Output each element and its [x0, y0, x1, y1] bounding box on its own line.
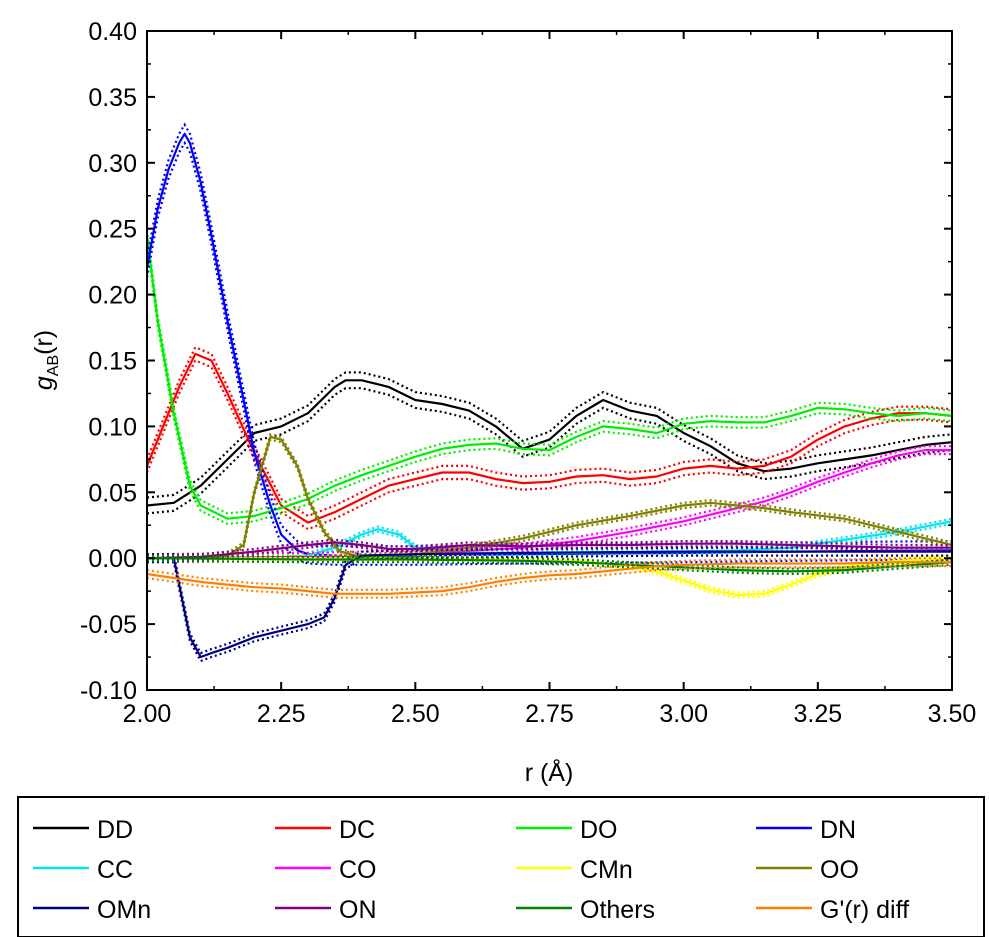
y-tick-label: 0.20 — [88, 282, 137, 310]
legend-label: OMn — [97, 896, 151, 924]
series-dn-lower-bound — [147, 140, 952, 566]
y-axis-title: gAB(r) — [30, 330, 62, 390]
series-dd — [147, 371, 952, 515]
series-dc-upper-bound — [147, 345, 952, 518]
series-dd-line — [147, 379, 952, 507]
series-layer — [147, 122, 952, 663]
y-tick-label: 0.05 — [88, 479, 137, 507]
series-dn — [147, 122, 952, 566]
legend-label: CC — [97, 856, 133, 884]
series-on — [147, 538, 952, 562]
series-dd-lower-bound — [147, 387, 952, 515]
series-do-line — [147, 235, 952, 520]
y-axis-title-main: g — [30, 376, 58, 390]
series-dn-line — [147, 132, 952, 557]
x-tick-label: 2.00 — [123, 700, 172, 728]
series-omn — [147, 546, 952, 663]
legend-label: ON — [339, 896, 377, 924]
series-dd-upper-bound — [147, 371, 952, 499]
series-dn-upper-bound — [147, 122, 952, 548]
legend-item-omn: OMn — [33, 896, 151, 924]
y-tick-label: 0.10 — [88, 413, 137, 441]
x-axis-title: r (Å) — [525, 757, 574, 787]
y-tick-label: 0.30 — [88, 150, 137, 178]
x-tick-label: 3.00 — [659, 700, 708, 728]
legend-label: DC — [339, 816, 375, 844]
legend-label: G'(r) diff — [820, 896, 909, 924]
x-tick-label: 2.25 — [257, 700, 306, 728]
legend-label: OO — [820, 856, 859, 884]
y-tick-label: 0.15 — [88, 348, 137, 376]
legend-label: CO — [339, 856, 377, 884]
legend-label: DN — [820, 816, 856, 844]
series-on-lower-bound — [147, 543, 952, 562]
legend-item-co: CO — [275, 856, 377, 884]
legend-item-dc: DC — [275, 816, 375, 844]
series-others-upper-bound — [147, 554, 952, 570]
series-g-r-diff — [147, 557, 952, 599]
y-axis-title-suffix: (r) — [30, 330, 58, 355]
series-on-upper-bound — [147, 538, 952, 557]
series-g-r-diff-line — [147, 561, 952, 595]
series-do — [147, 229, 952, 526]
series-omn-line — [147, 550, 952, 659]
legend-label: DD — [97, 816, 133, 844]
legend-item-do: DO — [516, 816, 618, 844]
x-tick-label: 3.25 — [793, 700, 842, 728]
series-omn-upper-bound — [147, 546, 952, 655]
legend-item-on: ON — [275, 896, 377, 924]
legend-item-oo: OO — [756, 856, 859, 884]
series-others — [147, 554, 952, 576]
y-tick-label: 0.40 — [88, 18, 137, 46]
series-do-upper-bound — [147, 229, 952, 515]
legend-item-g-r-diff: G'(r) diff — [756, 896, 909, 924]
y-axis-title-sub: AB — [45, 355, 62, 376]
y-tick-label: 0.35 — [88, 84, 137, 112]
series-dc-lower-bound — [147, 359, 952, 531]
x-tick-label: 2.50 — [391, 700, 440, 728]
series-do-lower-bound — [147, 240, 952, 526]
y-tick-label: -0.05 — [80, 611, 137, 639]
series-dc-line — [147, 352, 952, 524]
y-tick-label: 0.25 — [88, 216, 137, 244]
legend-item-dd: DD — [33, 816, 133, 844]
series-omn-lower-bound — [147, 554, 952, 663]
series-oo-upper-bound — [147, 432, 952, 557]
series-dc — [147, 345, 952, 531]
series-others-lower-bound — [147, 559, 952, 576]
ticks-layer: 2.00 2.25 2.50 2.75 3.00 3.25 3.50 -0.10 -0.05 0.… — [80, 18, 976, 728]
y-tick-label: 0.00 — [88, 545, 137, 573]
legend-box — [17, 796, 985, 937]
legend-label: CMn — [580, 856, 633, 884]
legend: DD DC DO DN CC CO CMn OO OMn ON Others G'(r) diff — [33, 816, 909, 924]
legend-label: Others — [580, 896, 655, 924]
x-tick-label: 3.50 — [928, 700, 977, 728]
series-oo-lower-bound — [147, 438, 952, 562]
y-tick-label: -0.10 — [80, 677, 137, 705]
legend-label: DO — [580, 816, 618, 844]
legend-item-others: Others — [516, 896, 655, 924]
x-tick-label: 2.75 — [525, 700, 574, 728]
legend-item-cmn: CMn — [516, 856, 633, 884]
legend-item-dn: DN — [756, 816, 856, 844]
legend-item-cc: CC — [33, 856, 133, 884]
series-on-line — [147, 541, 952, 560]
